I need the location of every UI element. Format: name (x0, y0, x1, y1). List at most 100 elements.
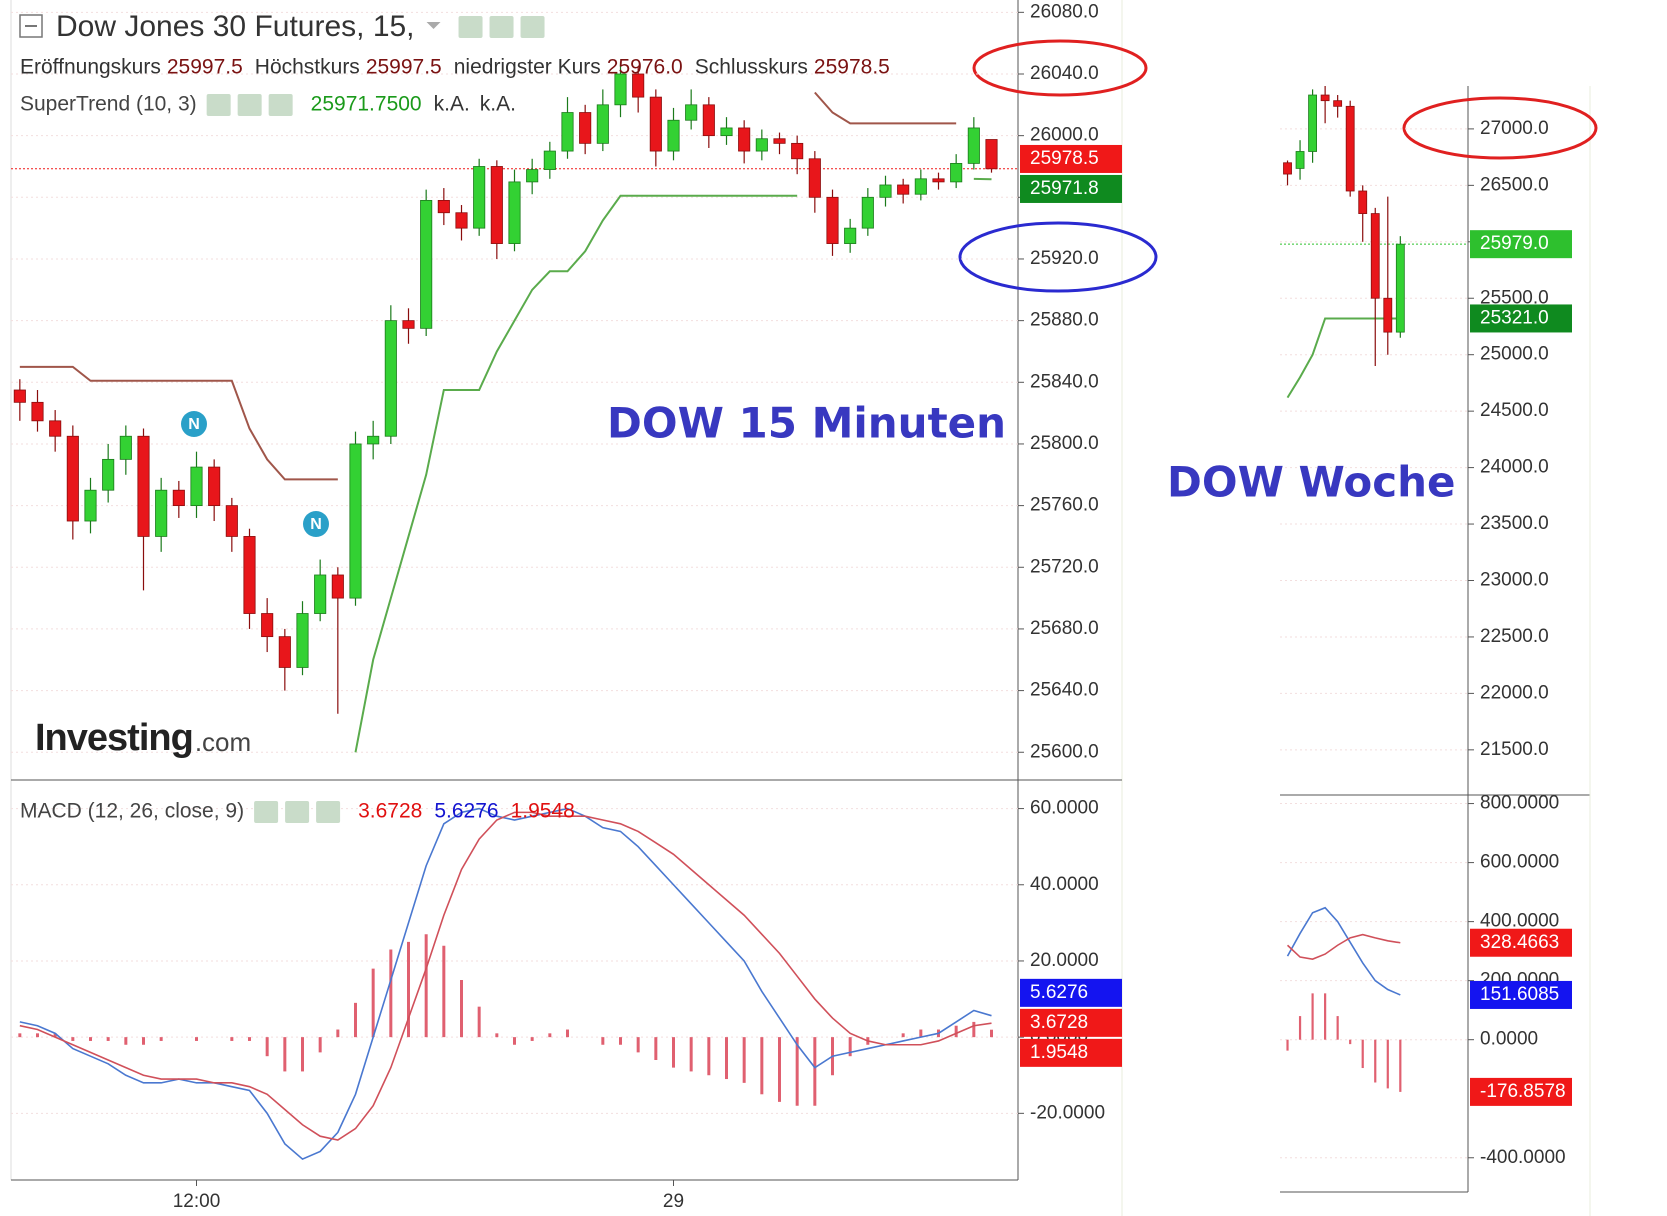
y-tick-label: 24500.0 (1480, 400, 1549, 421)
candle-body (49, 420, 62, 437)
legend-value: 25978.5 (814, 56, 890, 79)
candle-body (1370, 213, 1380, 299)
settings-icon (316, 801, 341, 823)
candle-body (791, 142, 804, 160)
legend-name: Schlusskurs (695, 56, 808, 79)
indicator-extra: k.A. (434, 93, 470, 116)
legend-value: 1.9548 (511, 800, 575, 823)
news-marker[interactable] (181, 411, 207, 437)
y-tick-label: 40.0000 (1030, 874, 1099, 895)
y-tick-label: 26000.0 (1030, 125, 1099, 146)
legend-name: niedrigster Kurs (454, 56, 601, 79)
y-tick-label: 20.0000 (1030, 950, 1099, 971)
watermark: Investing (35, 717, 193, 759)
legend-name: Eröffnungskurs (20, 56, 161, 79)
y-tick-label: 600.0000 (1480, 852, 1559, 873)
candle-body (155, 489, 168, 537)
price-tag (1470, 230, 1572, 259)
candle-body (649, 96, 662, 152)
y-tick-label: 25800.0 (1030, 433, 1099, 454)
candle-body (119, 435, 132, 460)
y-tick-label: 26500.0 (1480, 174, 1549, 195)
candle-body (225, 505, 238, 537)
candle-body (985, 139, 998, 170)
price-tag-label: 151.6085 (1480, 984, 1559, 1005)
candle-body (384, 320, 397, 437)
price-tag (1020, 174, 1122, 203)
price-tag-label: 3.6728 (1030, 1012, 1088, 1033)
candle-body (261, 613, 274, 638)
news-marker[interactable] (303, 511, 329, 537)
y-tick-label: 26040.0 (1030, 63, 1099, 84)
y-tick-label: 22000.0 (1480, 682, 1549, 703)
legend-value: 25976.0 (607, 56, 683, 79)
y-tick-label: 25640.0 (1030, 680, 1099, 701)
macd-line (19, 811, 992, 1141)
y-tick-label: 25880.0 (1030, 310, 1099, 331)
y-tick-label: 25720.0 (1030, 556, 1099, 577)
y-tick-label: -400.0000 (1480, 1147, 1566, 1168)
macd-line (1286, 906, 1401, 996)
annotation: DOW Woche (1167, 458, 1455, 507)
candle-body (950, 162, 963, 183)
candle-body (314, 574, 327, 614)
candle-body (190, 466, 203, 507)
collapse-icon[interactable] (19, 14, 43, 38)
highlight-ellipse (958, 221, 1158, 293)
settings-icon (206, 94, 231, 116)
settings-icon (458, 16, 483, 38)
y-tick-label: 25920.0 (1030, 248, 1099, 269)
legend-name: Höchstkurs (255, 56, 360, 79)
y-tick-label: 23500.0 (1480, 513, 1549, 534)
highlight-ellipse (972, 39, 1148, 97)
price-tag-label: 328.4663 (1480, 932, 1559, 953)
price-tag-label: 25971.8 (1030, 178, 1099, 199)
supertrend-line (1286, 317, 1401, 399)
candle-body (720, 127, 733, 137)
price-tag-label: 25978.5 (1030, 148, 1099, 169)
candle-body (1295, 151, 1305, 169)
candle-body (808, 158, 821, 198)
candle-body (420, 199, 433, 329)
candle-body (31, 401, 44, 422)
candle-body (879, 184, 892, 198)
price-tag (1470, 980, 1572, 1009)
candle-body (490, 166, 503, 244)
price-tag (1470, 1077, 1572, 1106)
legend-value: 25997.5 (366, 56, 442, 79)
price-tag-label: 25979.0 (1480, 233, 1549, 254)
settings-icon (268, 94, 293, 116)
candle-body (208, 466, 221, 507)
price-tag-label: -176.8578 (1480, 1081, 1566, 1102)
y-tick-label: 25840.0 (1030, 371, 1099, 392)
candle-body (1283, 162, 1292, 175)
candle-body (1333, 100, 1343, 107)
watermark-suffix: .com (195, 727, 251, 757)
candle-body (137, 435, 150, 537)
candle-body (172, 489, 185, 507)
candle-body (437, 199, 450, 214)
candle-body (402, 320, 415, 329)
macd-line (1286, 933, 1401, 960)
y-tick-label: 25000.0 (1480, 344, 1549, 365)
chart-title: Dow Jones 30 Futures, 15, (56, 10, 415, 43)
price-tag (1020, 1038, 1122, 1067)
highlight-ellipse (1402, 96, 1598, 160)
candle-body (243, 536, 256, 614)
price-tag-label: 5.6276 (1030, 982, 1088, 1003)
y-tick-label: 25600.0 (1030, 741, 1099, 762)
y-tick-label: 26080.0 (1030, 1, 1099, 22)
x-tick-label: 29 (663, 1191, 684, 1212)
candle-body (632, 73, 645, 98)
candle-body (685, 104, 698, 121)
annotation: DOW 15 Minuten (607, 399, 1006, 448)
supertrend-line (814, 91, 957, 125)
price-tag (1020, 1008, 1122, 1037)
y-tick-label: 25680.0 (1030, 618, 1099, 639)
y-tick-label: 400.0000 (1480, 911, 1559, 932)
candle-body (579, 112, 592, 144)
candle-body (561, 112, 574, 152)
candle-body (1308, 94, 1317, 152)
candle-body (473, 166, 486, 229)
candle-body (526, 169, 539, 183)
